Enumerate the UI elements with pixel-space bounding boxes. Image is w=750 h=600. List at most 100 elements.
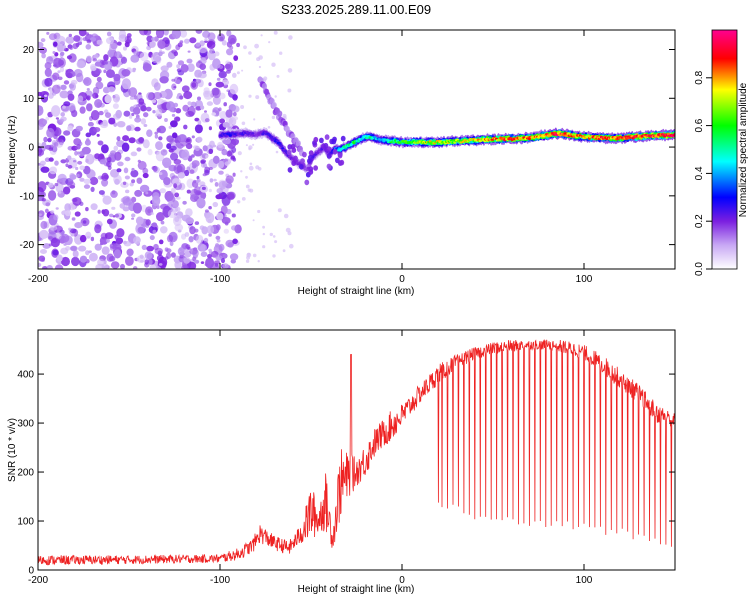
noise-blob <box>60 233 70 243</box>
noise-blob <box>229 253 239 261</box>
noise-blob <box>226 208 232 215</box>
noise-blob <box>64 210 72 217</box>
noise-blob <box>85 132 92 138</box>
noise-blob <box>173 163 183 175</box>
noise-blob <box>179 95 184 100</box>
noise-blob <box>155 30 165 39</box>
noise-blob <box>159 76 169 84</box>
noise-blob <box>83 178 91 185</box>
noise-blob <box>79 150 86 156</box>
noise-blob <box>189 169 195 174</box>
noise-blob <box>195 179 200 184</box>
noise-blob <box>128 137 136 144</box>
noise-blob <box>199 63 206 70</box>
noise-speck <box>237 200 241 204</box>
y-tick-label: 20 <box>23 45 35 56</box>
noise-blob <box>178 134 187 143</box>
noise-blob <box>75 166 79 171</box>
branch-blob <box>277 110 283 117</box>
noise-speck <box>257 167 262 171</box>
noise-blob <box>124 156 131 162</box>
noise-blob <box>48 147 54 151</box>
noise-blob <box>158 172 163 176</box>
noise-blob <box>172 132 178 139</box>
noise-blob <box>157 39 167 50</box>
y-tick-label: 0 <box>28 566 34 577</box>
noise-blob <box>71 256 80 267</box>
noise-blob <box>186 189 191 194</box>
noise-blob <box>175 206 181 212</box>
noise-blob <box>67 125 74 132</box>
x-tick-label: -200 <box>28 274 48 285</box>
noise-blob <box>55 117 60 120</box>
y-tick-label: 0 <box>28 143 34 154</box>
noise-blob <box>179 30 188 38</box>
noise-blob <box>155 108 163 117</box>
noise-speck <box>241 121 246 126</box>
noise-blob <box>204 110 207 113</box>
noise-blob <box>62 105 66 109</box>
noise-blob <box>151 37 156 41</box>
noise-blob <box>163 177 171 186</box>
noise-blob <box>175 108 182 114</box>
noise-speck <box>272 235 276 238</box>
noise-speck <box>248 94 252 98</box>
noise-blob <box>131 167 135 172</box>
branch-blob <box>295 140 301 147</box>
noise-blob <box>203 237 209 243</box>
noise-blob <box>97 140 104 146</box>
noise-speck <box>267 126 271 129</box>
noise-blob <box>85 207 89 212</box>
noise-blob <box>187 101 192 106</box>
y-tick-label: 100 <box>17 517 34 528</box>
noise-blob <box>201 186 206 190</box>
noise-blob <box>77 160 83 165</box>
noise-blob <box>59 66 65 73</box>
noise-blob <box>94 153 101 160</box>
noise-blob <box>192 164 197 169</box>
noise-blob <box>106 69 115 78</box>
noise-blob <box>215 243 220 248</box>
disturbance-blob <box>332 148 338 155</box>
noise-blob <box>123 110 131 117</box>
disturbance-blob <box>300 158 305 164</box>
noise-blob <box>88 250 92 254</box>
noise-speck <box>262 225 265 229</box>
noise-blob <box>124 256 134 266</box>
noise-blob <box>138 98 145 105</box>
noise-blob <box>194 221 200 226</box>
noise-blob <box>209 178 214 183</box>
noise-speck <box>268 41 271 44</box>
noise-blob <box>189 248 198 255</box>
noise-speck <box>245 144 248 147</box>
noise-blob <box>184 232 190 237</box>
noise-blob <box>231 138 239 146</box>
noise-blob <box>180 64 189 73</box>
noise-blob <box>109 42 118 51</box>
noise-blob <box>194 124 203 134</box>
noise-blob <box>214 51 220 57</box>
noise-blob <box>43 136 48 143</box>
noise-blob <box>60 159 67 164</box>
noise-blob <box>189 37 197 44</box>
noise-blob <box>222 253 228 259</box>
noise-blob <box>219 118 226 124</box>
noise-blob <box>59 118 65 123</box>
noise-blob <box>40 38 46 43</box>
noise-blob <box>38 181 47 193</box>
noise-blob <box>176 196 181 200</box>
noise-blob <box>226 150 233 157</box>
noise-blob <box>191 135 195 139</box>
ridge-cell <box>356 140 360 143</box>
noise-blob <box>118 34 128 42</box>
noise-blob <box>114 151 122 161</box>
noise-blob <box>177 60 185 66</box>
noise-blob <box>54 160 59 166</box>
noise-blob <box>154 134 159 139</box>
noise-blob <box>160 149 168 156</box>
spectrogram-x-axis-label: Height of straight line (km) <box>298 286 415 297</box>
noise-blob <box>49 225 58 231</box>
noise-blob <box>86 88 90 91</box>
noise-blob <box>69 228 77 234</box>
noise-blob <box>170 120 178 128</box>
